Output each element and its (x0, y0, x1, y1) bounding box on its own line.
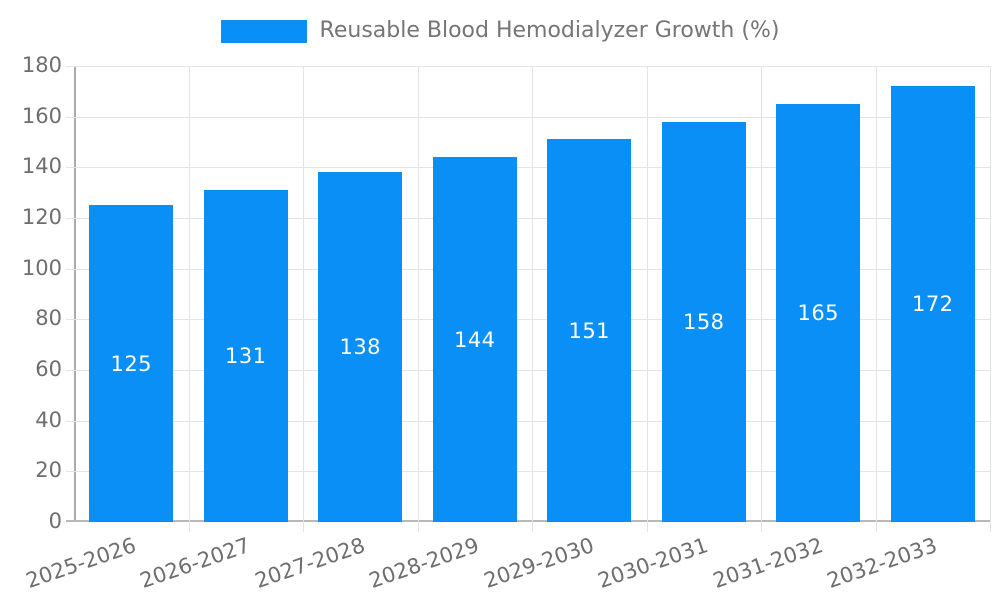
h-gridline (66, 319, 990, 321)
bar-2028-2029[interactable]: 144 (432, 157, 517, 522)
plot-area: 125 131 138 144 151 158 165 172 (66, 66, 991, 532)
h-gridline (66, 66, 990, 67)
legend-label: Reusable Blood Hemodialyzer Growth (%) (319, 18, 780, 43)
x-tick-label: 2029-2030 (480, 533, 597, 594)
y-tick-label: 40 (35, 407, 62, 432)
x-tick-label: 2032-2033 (824, 533, 941, 594)
h-gridline (66, 420, 990, 422)
y-tick-label: 140 (21, 154, 62, 179)
bar-value-label: 151 (568, 318, 611, 343)
x-tick-label: 2031-2032 (709, 533, 826, 594)
y-tick-label: 60 (35, 357, 62, 381)
y-tick-label: 100 (21, 255, 62, 280)
v-gridline (303, 66, 304, 532)
legend[interactable]: Reusable Blood Hemodialyzer Growth (%) (0, 16, 1000, 46)
y-axis-line (74, 66, 76, 522)
bar-2030-2031[interactable]: 158 (661, 121, 746, 522)
h-gridline (66, 370, 990, 371)
bar-value-label: 125 (110, 351, 153, 376)
v-gridline (990, 66, 991, 532)
bar-value-label: 165 (797, 301, 840, 325)
y-tick-label: 20 (35, 458, 62, 483)
h-gridline (66, 167, 990, 169)
x-tick-label: 2026-2027 (137, 533, 254, 594)
bar-2032-2033[interactable]: 172 (890, 86, 975, 522)
bar-2026-2027[interactable]: 131 (203, 190, 288, 522)
bar-2025-2026[interactable]: 125 (89, 205, 174, 522)
v-gridline (532, 66, 533, 532)
h-gridline (66, 268, 990, 270)
legend-swatch-icon (220, 19, 307, 43)
bar-2027-2028[interactable]: 138 (318, 172, 403, 522)
h-gridline (66, 218, 990, 219)
bar-value-label: 138 (339, 335, 382, 360)
bar-2029-2030[interactable]: 151 (547, 139, 632, 522)
h-gridline (66, 116, 990, 118)
x-tick-label: 2025-2026 (22, 533, 139, 594)
v-gridline (188, 66, 190, 532)
v-gridline (417, 66, 419, 532)
bar-value-label: 131 (224, 344, 267, 369)
y-tick-label: 80 (35, 306, 62, 331)
x-tick-label: 2027-2028 (251, 533, 368, 594)
x-tick-label: 2030-2031 (595, 533, 712, 594)
y-tick-label: 160 (21, 103, 62, 128)
v-gridline (875, 66, 877, 532)
v-gridline (646, 66, 648, 532)
x-tick-label: 2028-2029 (366, 533, 483, 594)
y-tick-label: 120 (21, 205, 62, 229)
y-tick-label: 0 (48, 509, 62, 533)
y-tick-label: 180 (21, 53, 62, 77)
bar-value-label: 144 (453, 327, 496, 352)
bar-value-label: 158 (682, 309, 725, 334)
bar-value-label: 172 (911, 292, 954, 317)
x-axis-line (66, 520, 990, 522)
h-gridline (66, 471, 990, 473)
bar-2031-2032[interactable]: 165 (776, 104, 861, 522)
v-gridline (761, 66, 762, 532)
